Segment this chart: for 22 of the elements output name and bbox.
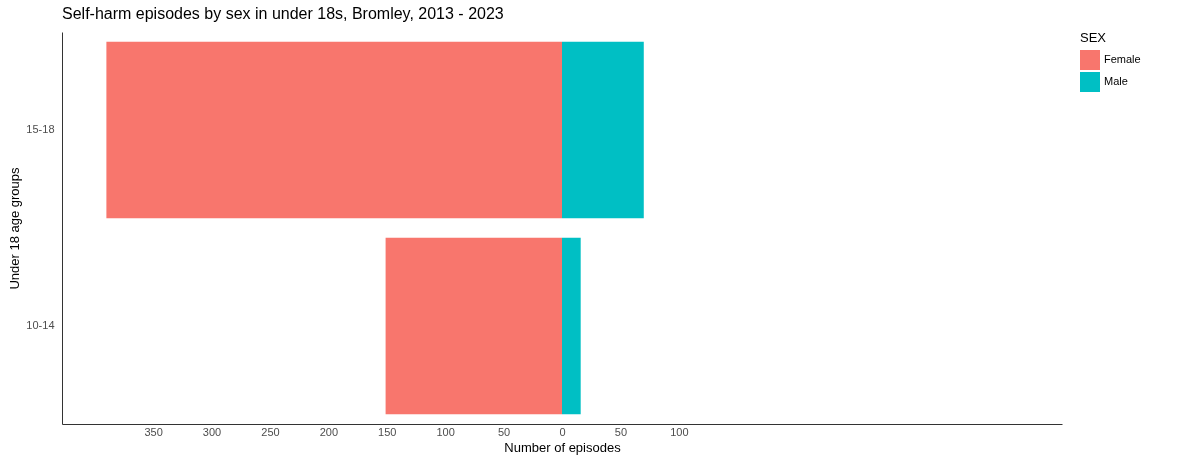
x-tick-label: 100 bbox=[436, 425, 455, 438]
y-tick-label: 10-14 bbox=[26, 319, 55, 331]
y-tick-label: 15-18 bbox=[26, 123, 55, 135]
legend-title: SEX bbox=[1080, 30, 1107, 45]
x-tick-label: 350 bbox=[144, 425, 163, 438]
y-axis-title: Under 18 age groups bbox=[7, 166, 23, 290]
legend-label: Female bbox=[1104, 53, 1141, 65]
bar bbox=[562, 41, 644, 219]
x-tick-label: 250 bbox=[261, 425, 280, 438]
legend-label: Male bbox=[1104, 75, 1128, 87]
x-tick-label: 300 bbox=[202, 425, 222, 438]
x-tick-label: 50 bbox=[614, 425, 628, 438]
x-tick-label: 50 bbox=[497, 425, 511, 438]
bar bbox=[385, 237, 562, 415]
x-tick-label: 100 bbox=[670, 425, 689, 438]
x-tick-label: 200 bbox=[319, 425, 339, 438]
x-axis-title: Number of episodes bbox=[504, 439, 622, 455]
bar bbox=[106, 41, 562, 219]
chart-title: Self-harm episodes by sex in under 18s, Bromley, 2013 - 2023 bbox=[62, 5, 504, 22]
x-tick-label: 150 bbox=[378, 425, 397, 438]
x-tick-label: 0 bbox=[559, 425, 566, 438]
bar bbox=[562, 237, 581, 415]
